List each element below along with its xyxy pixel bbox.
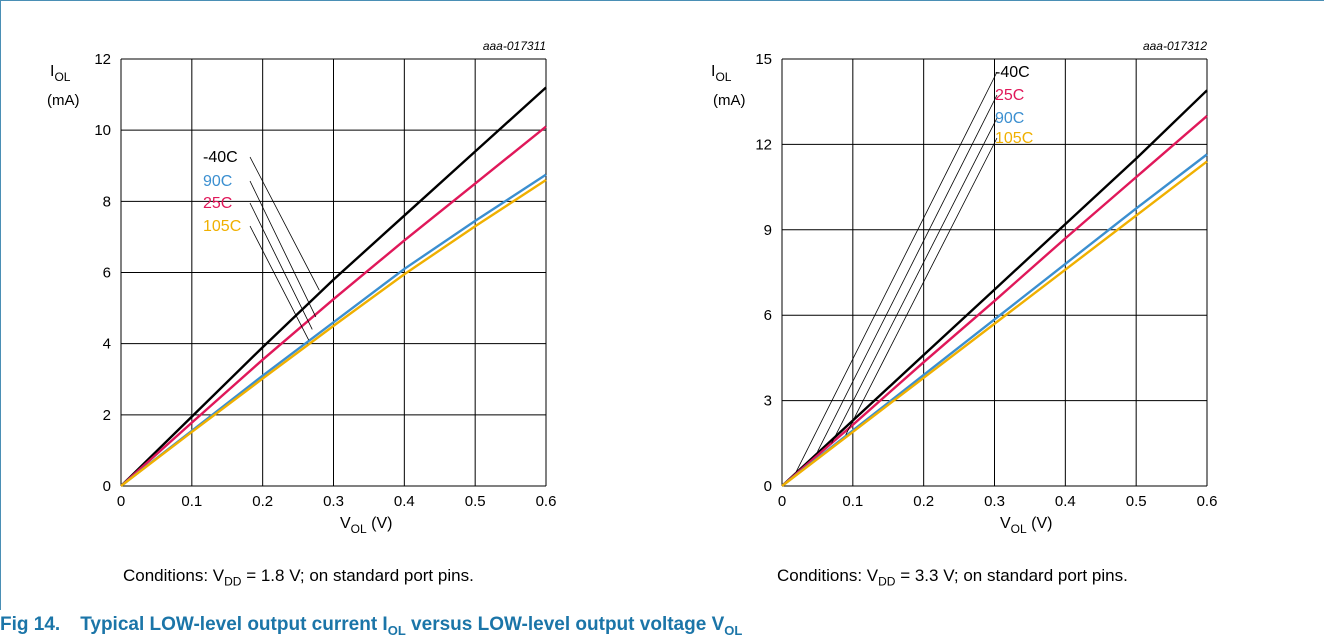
x-tick-label: 0 xyxy=(778,493,786,510)
legend-label-105C: 105C xyxy=(203,218,241,235)
y-tick-label: 10 xyxy=(94,122,111,139)
y-tick-label: 15 xyxy=(755,51,772,68)
x-tick-label: 0.5 xyxy=(465,493,486,510)
legend-label-105C: 105C xyxy=(995,130,1033,147)
x-axis-label: VOL (V) xyxy=(340,515,392,536)
caption-text-2: versus LOW-level output voltage V xyxy=(405,614,725,635)
legend-leader-line xyxy=(845,137,998,435)
x-axis-label: VOL (V) xyxy=(1000,515,1052,536)
legend-label--40C: -40C xyxy=(203,149,238,166)
y-axis-unit: (mA) xyxy=(713,92,746,109)
chart-canvas: 0 0.1 0.2 0.3 0.4 0.5 0.6 0 2 4 6 8 10 12 IOL (mA) VOL (… xyxy=(47,39,1218,536)
x-tick-label: 0.6 xyxy=(536,493,557,510)
x-tick-label: 0.4 xyxy=(394,493,415,510)
y-tick-label: 6 xyxy=(103,265,111,282)
y-tick-label: 3 xyxy=(764,393,772,410)
x-tick-label: 0.5 xyxy=(1126,493,1147,510)
y-tick-label: 0 xyxy=(103,478,111,495)
chart-id: aaa-017311 xyxy=(483,39,546,53)
x-tick-label: 0 xyxy=(117,493,125,510)
y-tick-label: 9 xyxy=(764,222,772,239)
figure-caption: Fig 14. Typical LOW-level output current … xyxy=(0,614,742,638)
legend-leader-line xyxy=(249,156,320,291)
y-axis-label: IOL xyxy=(711,63,732,84)
y-axis-unit: (mA) xyxy=(47,92,80,109)
legend-leader-line xyxy=(831,117,998,444)
legend-label-90C: 90C xyxy=(203,173,232,190)
legend-label-90C: 90C xyxy=(995,110,1024,127)
figure-frame xyxy=(0,0,1324,610)
conditions-right: Conditions: VDD = 3.3 V; on standard por… xyxy=(777,566,1128,589)
series-line-105C xyxy=(120,178,547,487)
legend-label-25C: 25C xyxy=(995,87,1024,104)
series-line-25C xyxy=(781,115,1208,487)
y-tick-label: 2 xyxy=(103,407,111,424)
legend-leader-line xyxy=(249,180,317,318)
y-tick-label: 0 xyxy=(764,478,772,495)
caption-sub-1: OL xyxy=(387,622,406,638)
caption-sub-2: OL xyxy=(724,622,743,638)
y-tick-label: 8 xyxy=(103,193,111,210)
figure-number: Fig 14. xyxy=(0,614,61,635)
y-tick-label: 4 xyxy=(103,336,111,353)
chart-id: aaa-017312 xyxy=(1143,39,1207,53)
legend-leader-line xyxy=(817,94,998,453)
legend-label--40C: -40C xyxy=(995,64,1030,81)
legend-leader-line xyxy=(795,71,998,472)
x-tick-label: 0.3 xyxy=(984,493,1005,510)
caption-text-1: Typical LOW-level output current I xyxy=(80,614,388,635)
x-tick-label: 0.2 xyxy=(252,493,273,510)
legend-leader-line xyxy=(249,225,310,341)
legend-label-25C: 25C xyxy=(203,195,232,212)
series-line-25C xyxy=(120,125,547,487)
x-tick-label: 0.2 xyxy=(913,493,934,510)
x-tick-label: 0.3 xyxy=(323,493,344,510)
x-tick-label: 0.6 xyxy=(1197,493,1218,510)
y-tick-label: 6 xyxy=(764,307,772,324)
series-line--40C xyxy=(120,86,547,487)
x-tick-label: 0.1 xyxy=(181,493,202,510)
legend-leader-line xyxy=(249,202,313,330)
y-tick-label: 12 xyxy=(94,51,111,68)
y-tick-label: 12 xyxy=(755,136,772,153)
conditions-left: Conditions: VDD = 1.8 V; on standard por… xyxy=(123,566,474,589)
series-line-105C xyxy=(781,160,1208,487)
x-tick-label: 0.1 xyxy=(842,493,863,510)
x-tick-label: 0.4 xyxy=(1055,493,1076,510)
y-axis-label: IOL xyxy=(50,63,71,84)
